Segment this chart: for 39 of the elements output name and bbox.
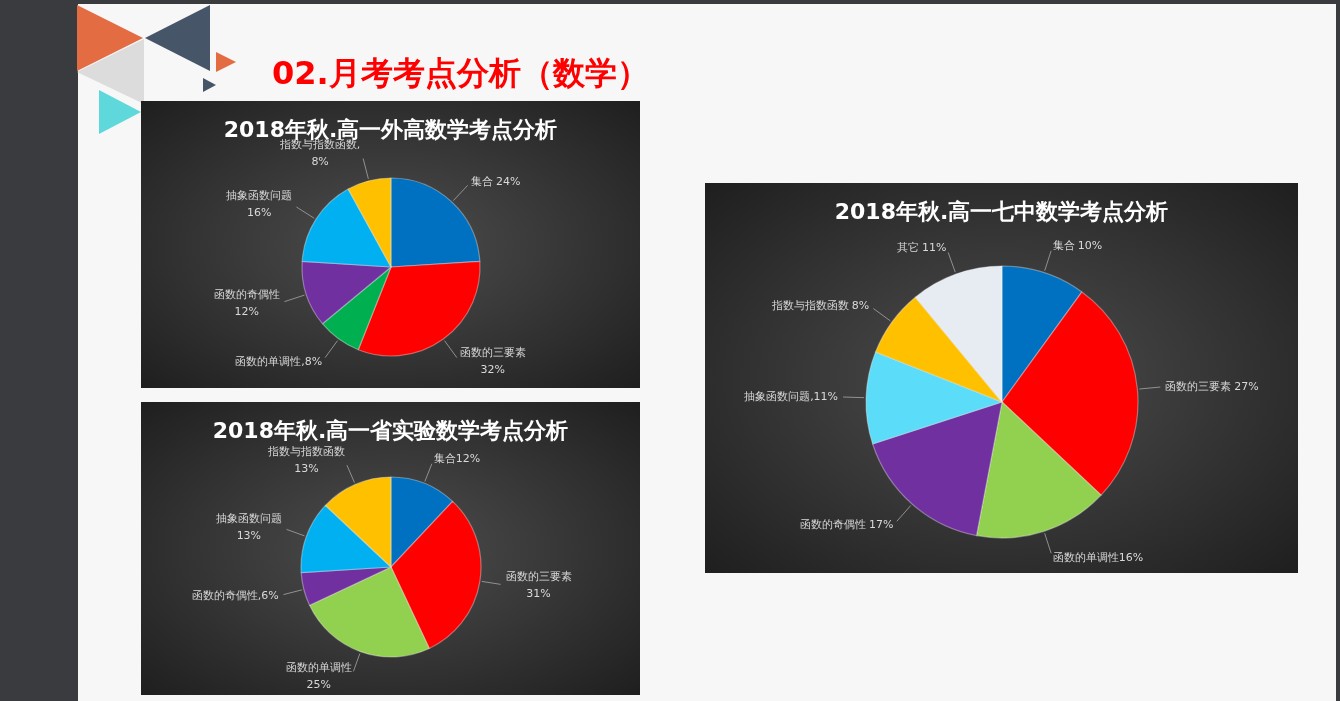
slice-label: 指数与指数函数 xyxy=(266,445,345,459)
data-label: ,8% xyxy=(301,354,323,368)
data-label: 16% xyxy=(246,205,272,219)
slice-label: 集合 xyxy=(1052,239,1075,253)
data-label: 25% xyxy=(306,677,331,691)
data-label: 17% xyxy=(869,518,894,532)
data-label: 31% xyxy=(526,586,551,600)
slice-label: 函数的奇偶性 xyxy=(213,287,280,301)
data-label: 24% xyxy=(496,174,521,188)
data-label: 12% xyxy=(234,304,259,318)
data-label: 10% xyxy=(1077,239,1103,253)
slice-label: 函数的三要素 xyxy=(1165,379,1232,393)
slice-label: 函数的奇偶性 xyxy=(191,588,258,602)
data-label: 11% xyxy=(921,240,947,254)
slice-label: 函数的三要素 xyxy=(459,346,526,360)
slice-label: 函数的三要素 xyxy=(505,569,572,583)
slice-label: 集合 xyxy=(433,452,456,466)
slice-label: 抽象函数问题 xyxy=(226,188,293,202)
slice-label: 指数与指数函数 xyxy=(770,298,849,312)
data-label: 16% xyxy=(1118,550,1144,564)
slice-label: 集合 xyxy=(471,174,494,188)
data-label: 8% xyxy=(851,298,870,312)
data-label: 12% xyxy=(455,452,481,466)
data-label: 32% xyxy=(480,363,505,377)
slice-label: 抽象函数问题 xyxy=(215,512,282,526)
text: 02.月考考点分析（数学） xyxy=(272,54,649,92)
data-label: 13% xyxy=(294,462,319,476)
slice-label: 函数的单调性 xyxy=(235,354,302,368)
slice-label: 抽象函数问题 xyxy=(744,389,811,403)
slice-label: 函数的单调性 xyxy=(285,660,352,674)
chart-title: 2018年秋.高一省实验数学考点分析 xyxy=(212,418,569,443)
data-label: 27% xyxy=(1234,379,1259,393)
slice-label: 其它 xyxy=(896,240,919,254)
chart-title: 2018年秋.高一七中数学考点分析 xyxy=(834,199,1169,224)
data-label: ,6% xyxy=(257,588,279,602)
data-label: 13% xyxy=(236,529,262,543)
slice-label: 函数的单调性 xyxy=(1052,550,1119,564)
data-label: ,11% xyxy=(810,389,839,403)
slice-label: 函数的奇偶性 xyxy=(800,518,867,532)
